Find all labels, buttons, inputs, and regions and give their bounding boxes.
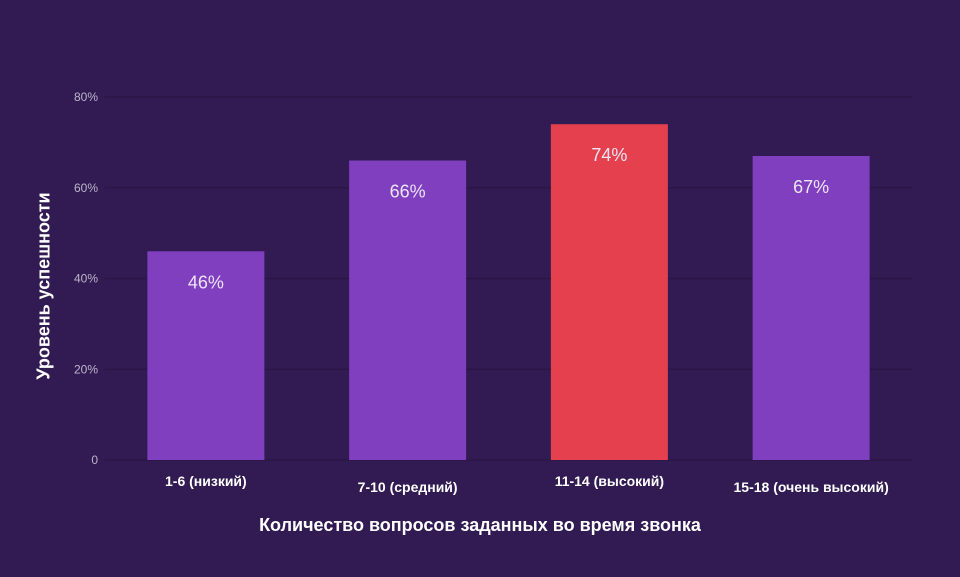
y-tick-label: 0 bbox=[91, 453, 98, 467]
x-tick-label: 1-6 (низкий) bbox=[165, 473, 247, 489]
bar bbox=[752, 155, 870, 461]
x-tick-label: 15-18 (очень высокий) bbox=[734, 479, 889, 495]
x-tick-labels: 1-6 (низкий) 7-10 (средний) 11-14 (высокий… bbox=[165, 473, 889, 495]
y-tick-label: 80% bbox=[74, 90, 98, 104]
bar bbox=[349, 160, 467, 460]
bar-value-label: 74% bbox=[591, 145, 627, 165]
y-tick-label: 40% bbox=[74, 272, 98, 286]
bar bbox=[147, 251, 265, 460]
bar bbox=[550, 124, 668, 460]
bar-value-label: 46% bbox=[188, 272, 224, 292]
y-tick-labels: 0 20% 40% 60% 80% bbox=[74, 90, 98, 467]
x-axis-title: Количество вопросов заданных во время зв… bbox=[259, 515, 701, 535]
bar-value-labels: 46% 66% 74% 67% bbox=[188, 145, 829, 292]
x-tick-label: 7-10 (средний) bbox=[358, 479, 458, 495]
y-axis-title: Уровень успешности bbox=[33, 192, 54, 380]
bars bbox=[147, 124, 870, 461]
bar-value-label: 66% bbox=[390, 182, 426, 202]
y-tick-label: 20% bbox=[74, 362, 98, 376]
bar-value-label: 67% bbox=[793, 177, 829, 197]
x-tick-label: 11-14 (высокий) bbox=[555, 473, 664, 489]
y-tick-label: 60% bbox=[74, 181, 98, 195]
